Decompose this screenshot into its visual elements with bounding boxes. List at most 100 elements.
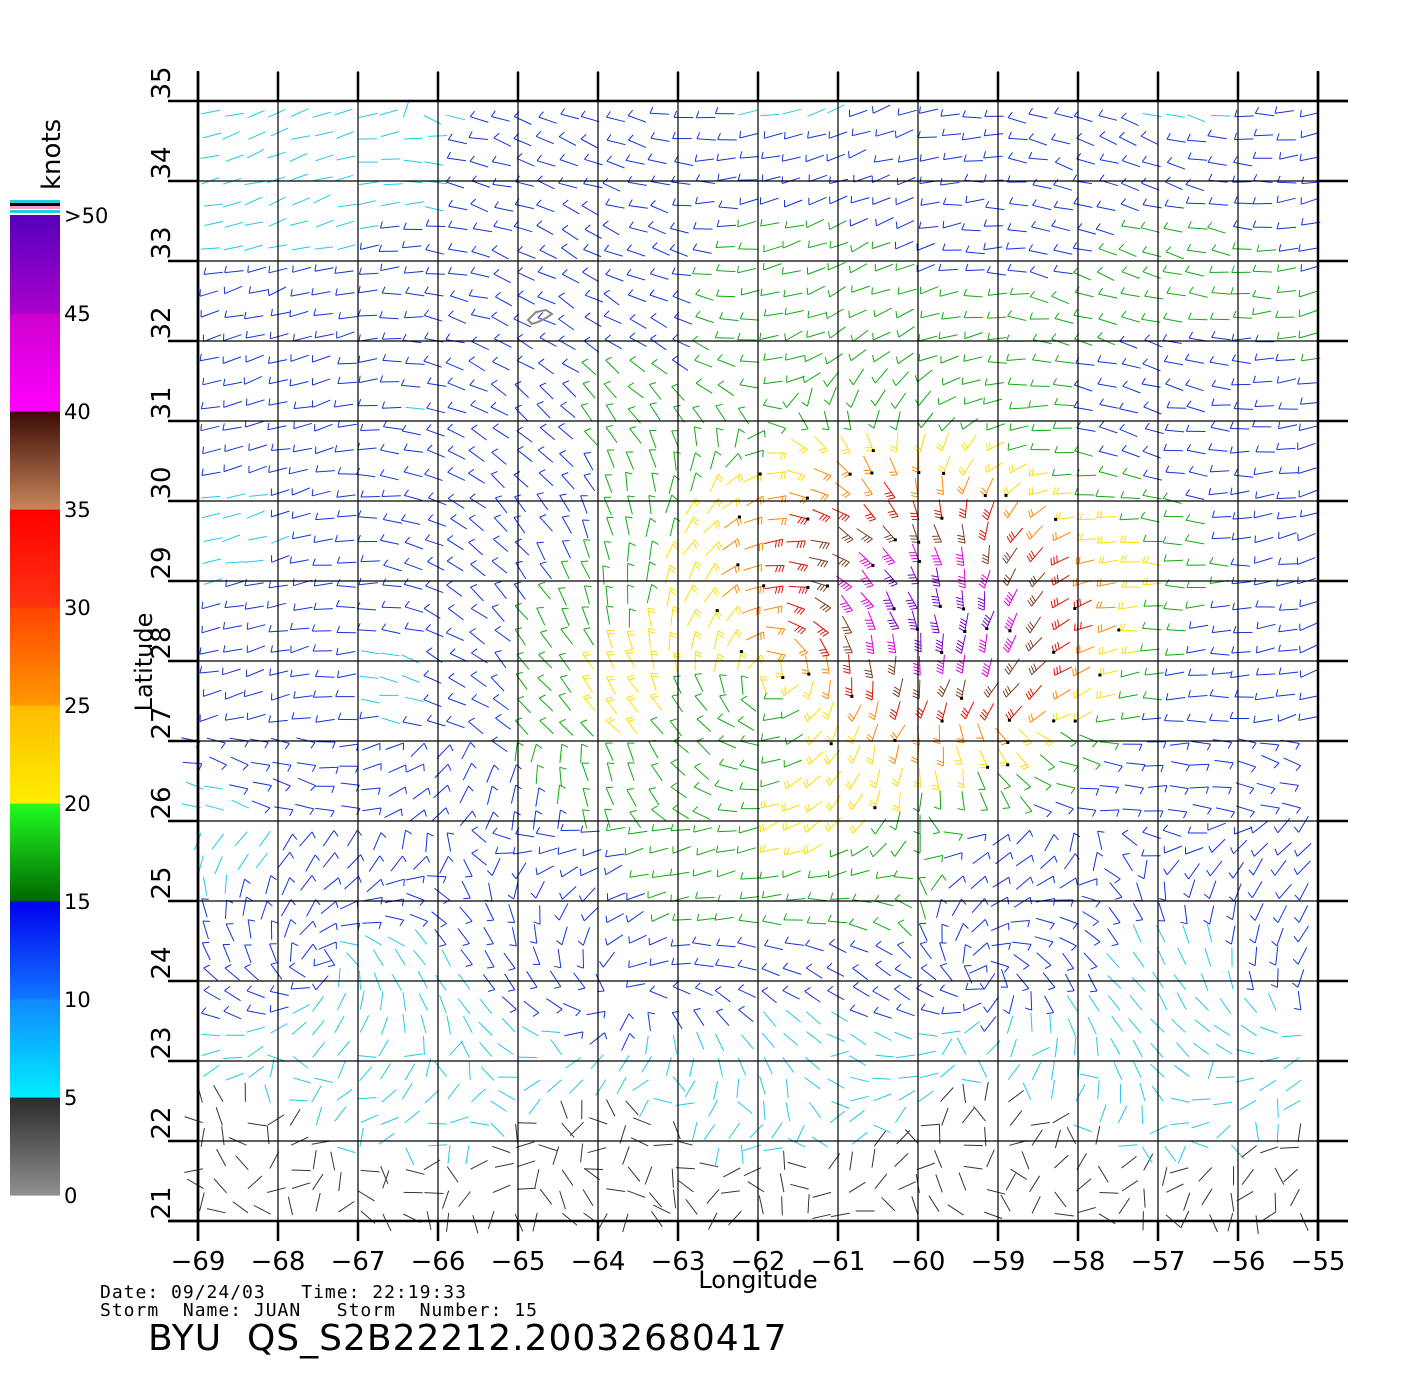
wind-barb — [1231, 333, 1252, 341]
wind-barb — [1158, 993, 1168, 1011]
wind-barb — [806, 285, 826, 296]
wind-barb — [404, 696, 424, 702]
wind-barb — [1007, 152, 1027, 164]
wind-barb — [985, 200, 1005, 211]
wind-barb — [1140, 644, 1160, 652]
wind-barb — [201, 898, 209, 918]
wind-barb — [1074, 445, 1093, 457]
wind-barb — [552, 1146, 560, 1165]
wind-barb — [1225, 925, 1236, 945]
wind-barb — [1297, 1123, 1302, 1143]
wind-barb — [1121, 646, 1141, 655]
wind-barb — [1226, 900, 1237, 921]
wind-barb — [322, 852, 339, 868]
wind-barb — [289, 309, 309, 318]
wind-barb — [606, 155, 625, 169]
wind-barb — [461, 880, 471, 900]
wind-barb — [490, 401, 509, 416]
longitude-tick-label: −55 — [1291, 1247, 1346, 1277]
wind-barb — [763, 1011, 777, 1027]
wind-barb — [382, 513, 403, 524]
wind-barb — [340, 922, 361, 931]
wind-barb — [814, 597, 832, 613]
wind-barb — [1276, 442, 1296, 450]
wind-barb — [1203, 880, 1217, 899]
wind-barb — [334, 1105, 347, 1122]
wind-barb — [1194, 1019, 1211, 1033]
wind-barb — [312, 644, 333, 652]
wind-barb — [648, 449, 657, 468]
wind-barb — [537, 312, 556, 326]
wind-barb — [784, 307, 804, 316]
wind-barb — [1097, 624, 1117, 634]
wind-barb — [1177, 947, 1187, 966]
wind-barb — [201, 1049, 221, 1056]
wind-barb — [1019, 795, 1033, 814]
wind-barb — [380, 201, 400, 207]
wind-barb — [536, 199, 555, 213]
wind-barb — [356, 623, 377, 632]
wind-barb — [558, 422, 574, 440]
wind-barb — [874, 1173, 888, 1190]
wind-barb — [493, 535, 509, 552]
wind-barb — [1206, 923, 1213, 943]
wind-barb — [1233, 826, 1253, 835]
wind-barb — [247, 919, 256, 939]
wind-barb — [956, 476, 970, 495]
wind-barb — [674, 155, 694, 167]
wind-barb — [695, 891, 715, 899]
wind-barb — [504, 973, 516, 992]
wind-barb — [957, 568, 966, 589]
wind-barb — [1188, 690, 1208, 698]
wind-barb — [562, 199, 580, 215]
wind-barb — [784, 936, 804, 946]
wind-barb — [1256, 244, 1277, 252]
wind-barb — [439, 995, 447, 1014]
wind-barb — [1283, 1057, 1300, 1070]
wind-barb — [290, 645, 309, 654]
wind-barb — [1140, 131, 1159, 146]
wind-barb — [357, 1055, 377, 1058]
rain-flag — [806, 517, 810, 521]
wind-barb — [1002, 547, 1018, 564]
wind-barb — [821, 654, 830, 674]
wind-barb — [763, 1056, 773, 1075]
wind-barb — [1069, 832, 1081, 852]
wind-barb — [559, 1190, 566, 1210]
wind-barb — [762, 399, 782, 410]
wind-barb — [1165, 378, 1184, 392]
wind-barb — [1229, 711, 1250, 719]
wind-barb — [1109, 882, 1123, 900]
wind-barb — [537, 674, 552, 692]
wind-barb — [992, 876, 1011, 888]
wind-barb — [1229, 446, 1250, 454]
wind-barb — [831, 1212, 850, 1218]
wind-barb — [1166, 286, 1186, 297]
wind-barb — [940, 1064, 956, 1078]
wind-barb — [425, 243, 445, 255]
wind-barb — [493, 514, 508, 532]
wind-barb — [763, 1100, 766, 1120]
wind-barb — [827, 286, 846, 298]
wind-barb — [794, 638, 808, 656]
wind-barb — [358, 112, 378, 118]
wind-barb — [847, 745, 861, 764]
wind-barb — [222, 512, 241, 519]
wind-barb — [1177, 1145, 1186, 1164]
wind-barb — [418, 993, 429, 1011]
wind-barb — [270, 1023, 288, 1034]
wind-barb — [1191, 1098, 1211, 1101]
wind-barb — [1298, 289, 1318, 298]
wind-barb — [1081, 895, 1101, 908]
wind-barb — [970, 875, 989, 890]
wind-barb — [804, 800, 823, 813]
wind-barb — [290, 108, 309, 117]
wind-barb — [1186, 133, 1207, 143]
wind-barb — [605, 198, 625, 209]
wind-barb — [996, 772, 1011, 790]
wind-barb — [293, 1077, 312, 1084]
wind-barb — [246, 510, 265, 519]
wind-barb — [403, 489, 423, 501]
wind-barb — [461, 741, 476, 760]
wind-barb — [534, 1169, 540, 1188]
